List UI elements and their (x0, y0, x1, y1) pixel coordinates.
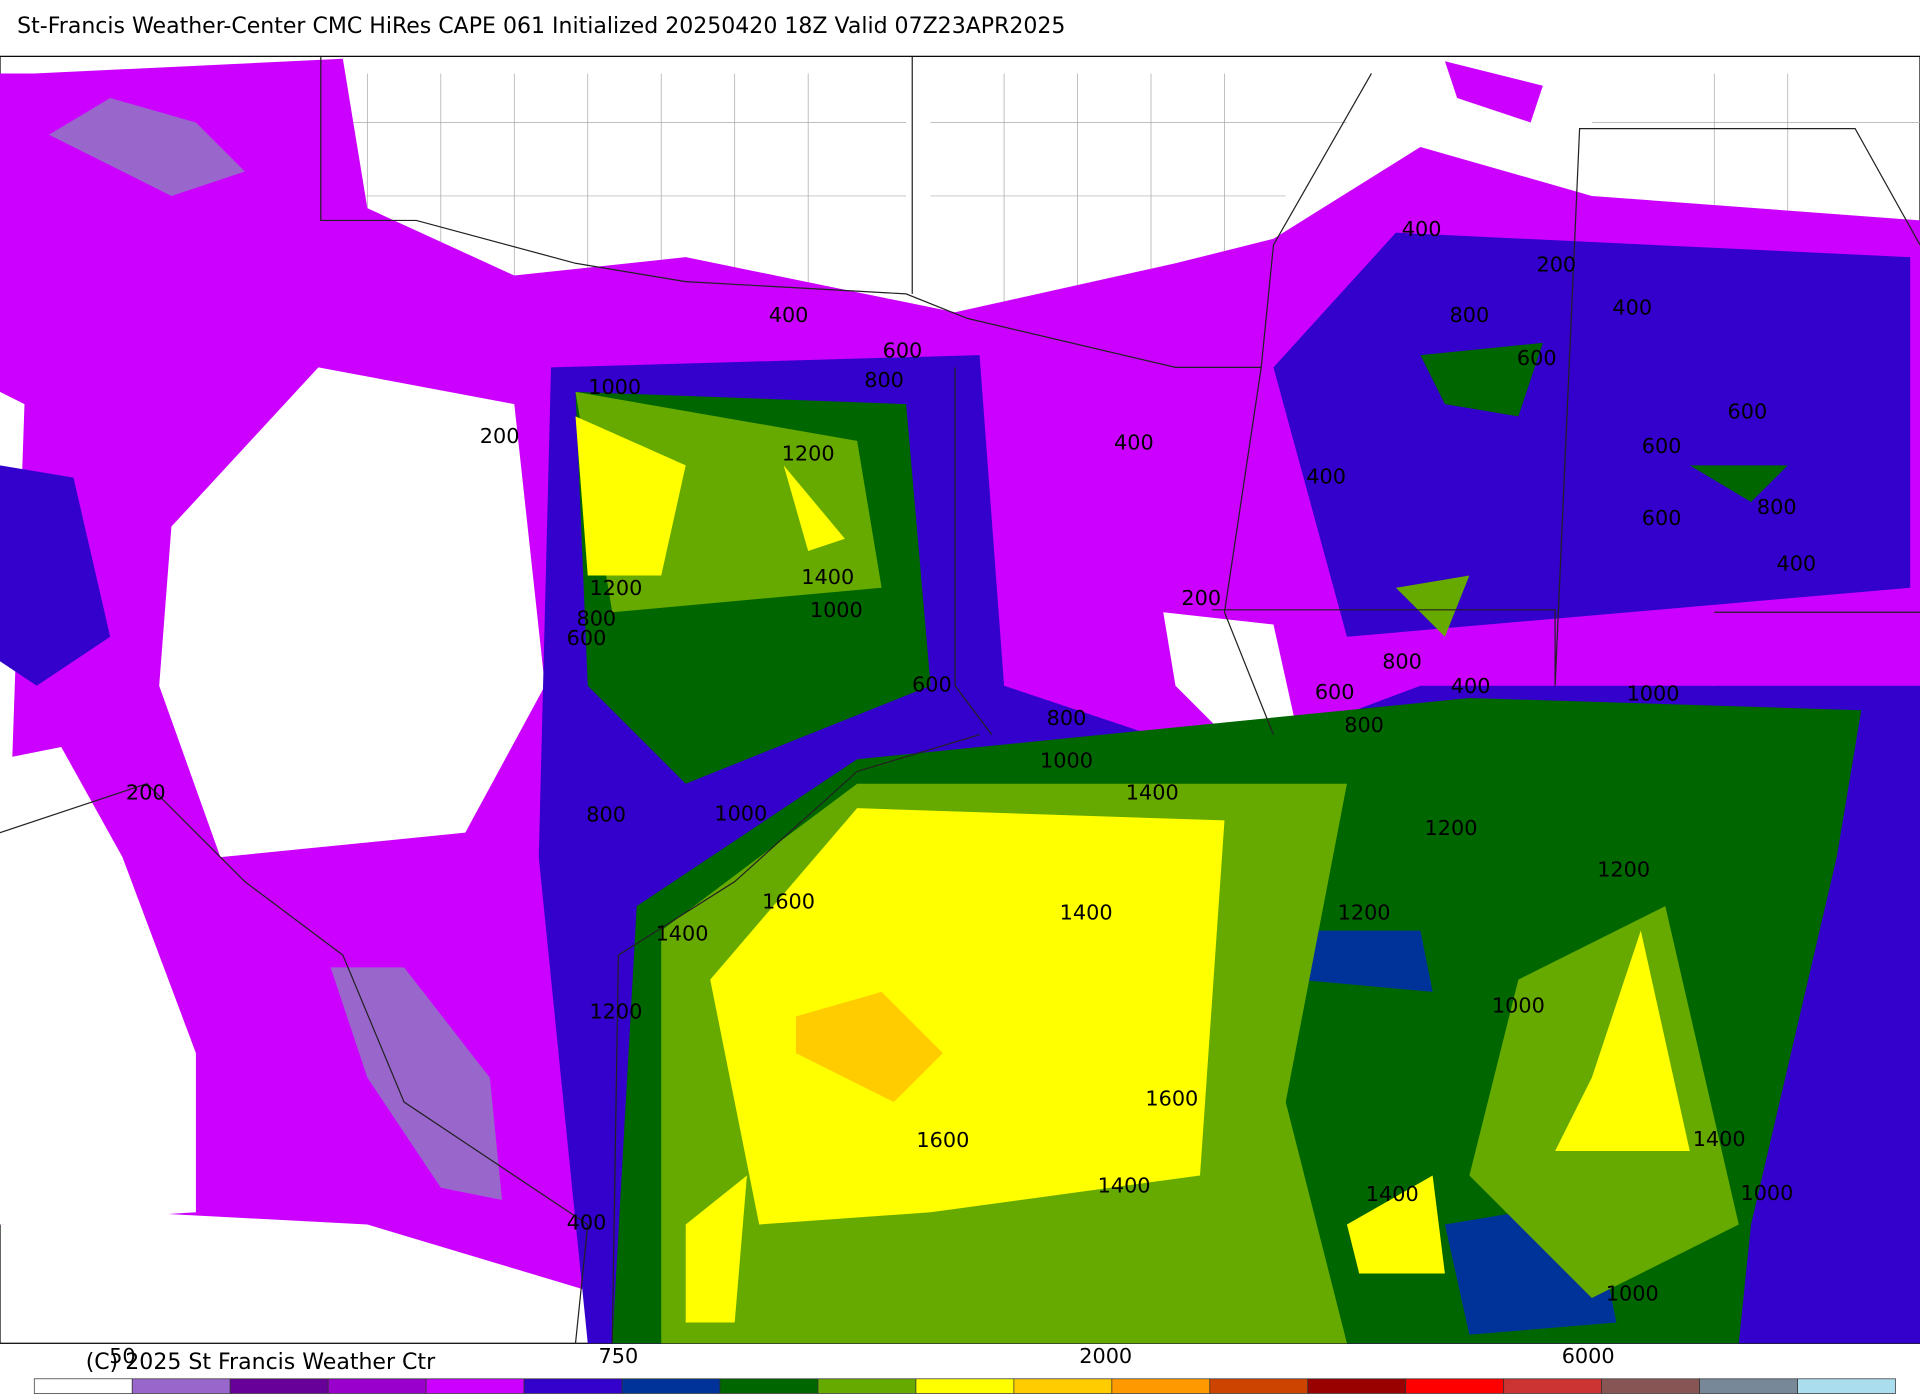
contour-label: 1000 (1606, 1281, 1659, 1305)
contour-label: 400 (567, 1210, 607, 1234)
contour-label: 800 (576, 607, 616, 631)
colorbar-swatch (1209, 1378, 1309, 1394)
colorbar-swatch (1111, 1378, 1211, 1394)
contour-label: 400 (1402, 217, 1442, 241)
colorbar-label: 750 (599, 1344, 639, 1368)
contour-label: 1000 (714, 801, 767, 825)
contour-label: 600 (1642, 434, 1682, 458)
contour-label: 1000 (810, 598, 863, 622)
contour-label: 1200 (1425, 816, 1478, 840)
contour-label: 1400 (1060, 900, 1113, 924)
contour-label: 600 (883, 338, 923, 362)
contour-label: 600 (1642, 506, 1682, 530)
contour-label: 200 (1181, 586, 1221, 610)
contour-label: 600 (912, 673, 952, 697)
colorbar-swatch (327, 1378, 427, 1394)
contour-label: 800 (1382, 649, 1422, 673)
contour-label: 1600 (916, 1128, 969, 1152)
contour-label: 200 (480, 424, 520, 448)
contour-label: 800 (1450, 303, 1490, 327)
colorbar-swatch (1013, 1378, 1113, 1394)
contour-label: 1200 (589, 1000, 642, 1024)
colorbar-swatch (1797, 1378, 1896, 1394)
cape-200 (1444, 61, 1543, 123)
contour-label: 1400 (656, 921, 709, 945)
cape-1200 (575, 391, 1739, 1298)
contour-label: 1200 (782, 441, 835, 465)
contour-label: 1400 (1126, 780, 1179, 804)
colorbar-label: 6000 (1562, 1344, 1615, 1368)
cape-800 (1420, 342, 1788, 503)
contour-label: 600 (1315, 680, 1355, 704)
colorbar-swatch (915, 1378, 1015, 1394)
colorbar-label: 50 (109, 1344, 135, 1368)
contour-label: 400 (1776, 552, 1816, 576)
title: St-Francis Weather-Center CMC HiRes CAPE… (17, 14, 1065, 39)
contour-label: 800 (1344, 713, 1384, 737)
colorbar-swatch (33, 1378, 133, 1394)
contour-label: 1600 (762, 889, 815, 913)
contour-label: 1000 (1740, 1181, 1793, 1205)
contour-label: 1000 (1627, 681, 1680, 705)
colorbar-swatch (621, 1378, 721, 1394)
cape-below (0, 391, 196, 1225)
contour-label: 400 (1306, 465, 1346, 489)
contour-label: 1400 (1366, 1182, 1419, 1206)
contour-label: 1400 (1098, 1174, 1151, 1198)
colorbar-swatch (1405, 1378, 1505, 1394)
contour-label: 400 (1451, 674, 1491, 698)
cape-100 (48, 97, 503, 1201)
contour-label: 400 (1612, 296, 1652, 320)
cape-2000 (795, 991, 943, 1103)
colorbar-swatch (719, 1378, 819, 1394)
contour-label: 1400 (801, 565, 854, 589)
cape-1600 (710, 808, 1445, 1274)
colorbar-swatch (229, 1378, 329, 1394)
contour-label: 1000 (1492, 994, 1545, 1018)
colorbar-swatch (1699, 1378, 1798, 1394)
contour-label: 400 (769, 303, 809, 327)
colorbar: 50 750 2000 6000 (33, 1344, 1896, 1394)
map (0, 55, 1920, 1344)
colorbar-swatch (817, 1378, 917, 1394)
contour-label: 1600 (1145, 1087, 1198, 1111)
cape-below (159, 367, 545, 858)
contour-label: 600 (567, 626, 607, 650)
contour-label: 1200 (589, 576, 642, 600)
contour-label: 1200 (1597, 858, 1650, 882)
colorbar-swatch (425, 1378, 525, 1394)
contour-label: 600 (1727, 400, 1767, 424)
contour-label: 1400 (1693, 1127, 1746, 1151)
cape-below (1163, 440, 1482, 735)
cape-1600 (575, 416, 1690, 1323)
contour-label: 1000 (588, 375, 641, 399)
colorbar-label: 2000 (1079, 1344, 1132, 1368)
colorbar-swatch (1601, 1378, 1700, 1394)
contour-label: 1000 (1040, 749, 1093, 773)
colorbar-swatch (1307, 1378, 1407, 1394)
contour-label: 1200 (1338, 900, 1391, 924)
contour-label: 800 (1047, 706, 1087, 730)
colorbar-swatch (1503, 1378, 1602, 1394)
contour-label: 200 (1536, 253, 1576, 277)
contour-label: 600 (1517, 346, 1557, 370)
contour-label: 800 (864, 368, 904, 392)
contour-label: 200 (126, 780, 166, 804)
colorbar-swatch (131, 1378, 231, 1394)
contour-label: 800 (1757, 495, 1797, 519)
copyright: (C) 2025 St Francis Weather Ctr (86, 1350, 436, 1375)
cape-400 (0, 232, 1911, 686)
colorbar-swatch (523, 1378, 623, 1394)
contour-labels: 4006008001000120020014001200100080060060… (126, 217, 1816, 1305)
contour-label: 800 (586, 803, 626, 827)
contour-label: 400 (1114, 430, 1154, 454)
